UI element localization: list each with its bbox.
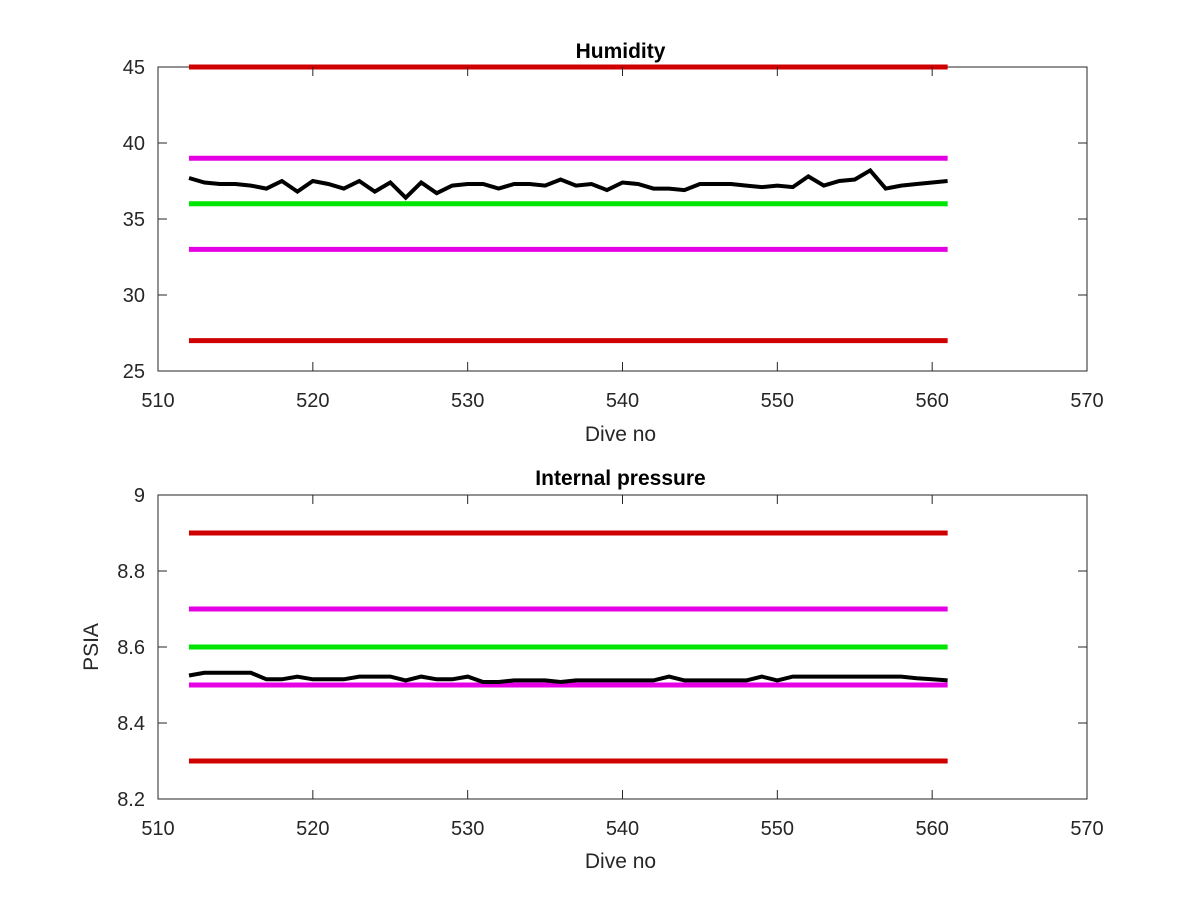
internal-pressure-series bbox=[188, 670, 948, 685]
humidity-plot-area bbox=[157, 66, 1088, 372]
internal-pressure-data-line-0 bbox=[188, 670, 948, 685]
humidity-series bbox=[188, 167, 948, 201]
internal-pressure-y-tick-label: 8.6 bbox=[117, 637, 145, 659]
humidity-y-tick-label: 30 bbox=[123, 285, 145, 307]
humidity-x-tick-label: 520 bbox=[296, 390, 329, 412]
internal-pressure-y-tick-label: 9 bbox=[134, 485, 145, 507]
humidity-y-tick-label: 25 bbox=[123, 361, 145, 383]
humidity-chart: 510 520 530 540 550 560 570 25 30 35 40 45 Humidity… bbox=[123, 40, 1104, 446]
internal-pressure-y-tick-label: 8.2 bbox=[117, 789, 145, 811]
internal-pressure-x-axis-label: Dive no bbox=[585, 850, 656, 873]
humidity-y-tick-label: 35 bbox=[123, 209, 145, 231]
internal-pressure-reference-lines bbox=[188, 530, 948, 764]
internal-pressure-x-tick-label: 550 bbox=[761, 818, 794, 840]
humidity-x-tick-label: 540 bbox=[606, 390, 639, 412]
humidity-reference-lines bbox=[188, 64, 948, 344]
internal-pressure-chart: 510 520 530 540 550 560 570 8.2 8.4 8.6 8.8 9 Inter… bbox=[80, 467, 1104, 873]
humidity-y-tick-label: 45 bbox=[123, 57, 145, 79]
internal-pressure-x-tick-label: 530 bbox=[451, 818, 484, 840]
humidity-x-tick-label: 510 bbox=[141, 390, 174, 412]
humidity-x-axis-label: Dive no bbox=[585, 423, 656, 446]
internal-pressure-x-tick-label: 520 bbox=[296, 818, 329, 840]
humidity-title: Humidity bbox=[576, 40, 666, 63]
internal-pressure-y-axis-label: PSIA bbox=[80, 623, 103, 671]
internal-pressure-ticks: 510 520 530 540 550 560 570 8.2 8.4 8.6 8.8 9 bbox=[117, 485, 1104, 840]
internal-pressure-x-tick-label: 510 bbox=[141, 818, 174, 840]
humidity-y-tick-label: 40 bbox=[123, 133, 145, 155]
internal-pressure-title: Internal pressure bbox=[535, 467, 705, 490]
humidity-data-line-0 bbox=[188, 167, 948, 201]
humidity-x-tick-label: 560 bbox=[915, 390, 948, 412]
humidity-x-tick-label: 530 bbox=[451, 390, 484, 412]
humidity-x-tick-label: 550 bbox=[761, 390, 794, 412]
humidity-ticks: 510 520 530 540 550 560 570 25 30 35 40 45 bbox=[123, 57, 1104, 412]
internal-pressure-x-tick-label: 560 bbox=[915, 818, 948, 840]
internal-pressure-y-tick-label: 8.4 bbox=[117, 713, 145, 735]
humidity-x-tick-label: 570 bbox=[1070, 390, 1103, 412]
internal-pressure-x-tick-label: 540 bbox=[606, 818, 639, 840]
internal-pressure-x-tick-label: 570 bbox=[1070, 818, 1103, 840]
internal-pressure-y-tick-label: 8.8 bbox=[117, 561, 145, 583]
